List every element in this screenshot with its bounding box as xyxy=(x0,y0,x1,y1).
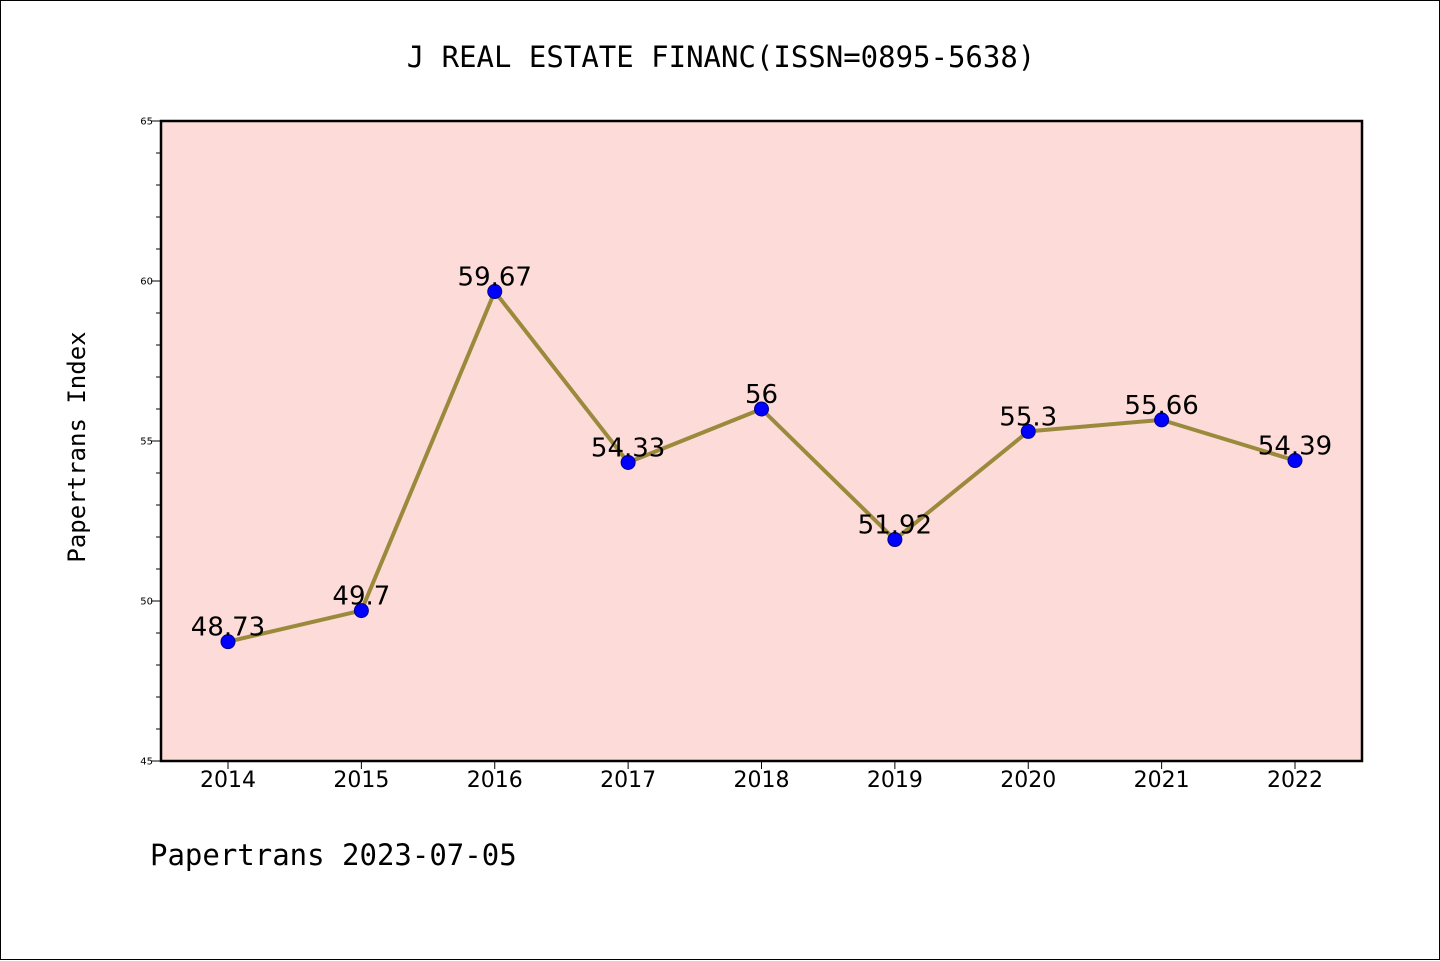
y-tick-label: 65 xyxy=(140,117,153,128)
data-label: 48.73 xyxy=(191,613,265,643)
data-point xyxy=(620,454,636,470)
series-layer xyxy=(220,284,1303,650)
data-label: 54.33 xyxy=(591,433,665,463)
data-label-layer: 48.73 49.7 59.67 54.33 56 51.92 55.3 55.66 54.39 xyxy=(191,263,1332,643)
y-tick-label: 60 xyxy=(140,277,153,288)
x-axis-ticks: 2014 2015 2016 2017 2018 2019 2020 2021 2022 xyxy=(200,761,1323,793)
y-tick-label: 50 xyxy=(140,597,153,608)
data-point xyxy=(220,634,236,650)
data-label: 59.67 xyxy=(458,263,532,293)
x-tick-label: 2020 xyxy=(1000,768,1056,793)
y-tick-label: 45 xyxy=(140,757,153,768)
data-point xyxy=(887,532,903,548)
y-tick-label: 55 xyxy=(140,437,153,448)
x-tick-label: 2015 xyxy=(333,768,389,793)
chart-title: J REAL ESTATE FINANC(ISSN=0895-5638) xyxy=(407,40,1036,74)
data-label: 54.39 xyxy=(1258,432,1332,462)
data-label: 56 xyxy=(745,380,778,410)
data-label: 51.92 xyxy=(858,511,932,541)
data-point xyxy=(1020,423,1036,439)
data-label: 49.7 xyxy=(332,582,390,612)
y-axis-label: Papertrans Index xyxy=(63,331,91,562)
x-tick-label: 2016 xyxy=(467,768,523,793)
data-point xyxy=(754,401,769,417)
x-tick-label: 2019 xyxy=(867,768,923,793)
x-tick-label: 2018 xyxy=(734,768,790,793)
data-point xyxy=(353,603,369,619)
x-tick-label: 2017 xyxy=(600,768,656,793)
plot-border xyxy=(159,119,1364,763)
x-tick-label: 2014 xyxy=(200,768,256,793)
x-tick-label: 2021 xyxy=(1134,768,1190,793)
data-label: 55.66 xyxy=(1124,391,1198,421)
x-tick-label: 2022 xyxy=(1267,768,1323,793)
data-point xyxy=(1287,453,1303,469)
data-point xyxy=(1154,412,1170,428)
footer-text: Papertrans 2023-07-05 xyxy=(150,838,517,872)
data-point xyxy=(487,284,503,300)
plot-area xyxy=(161,121,1362,761)
y-axis-ticks: 45 50 55 60 65 xyxy=(140,117,161,768)
data-label: 55.3 xyxy=(999,402,1057,432)
